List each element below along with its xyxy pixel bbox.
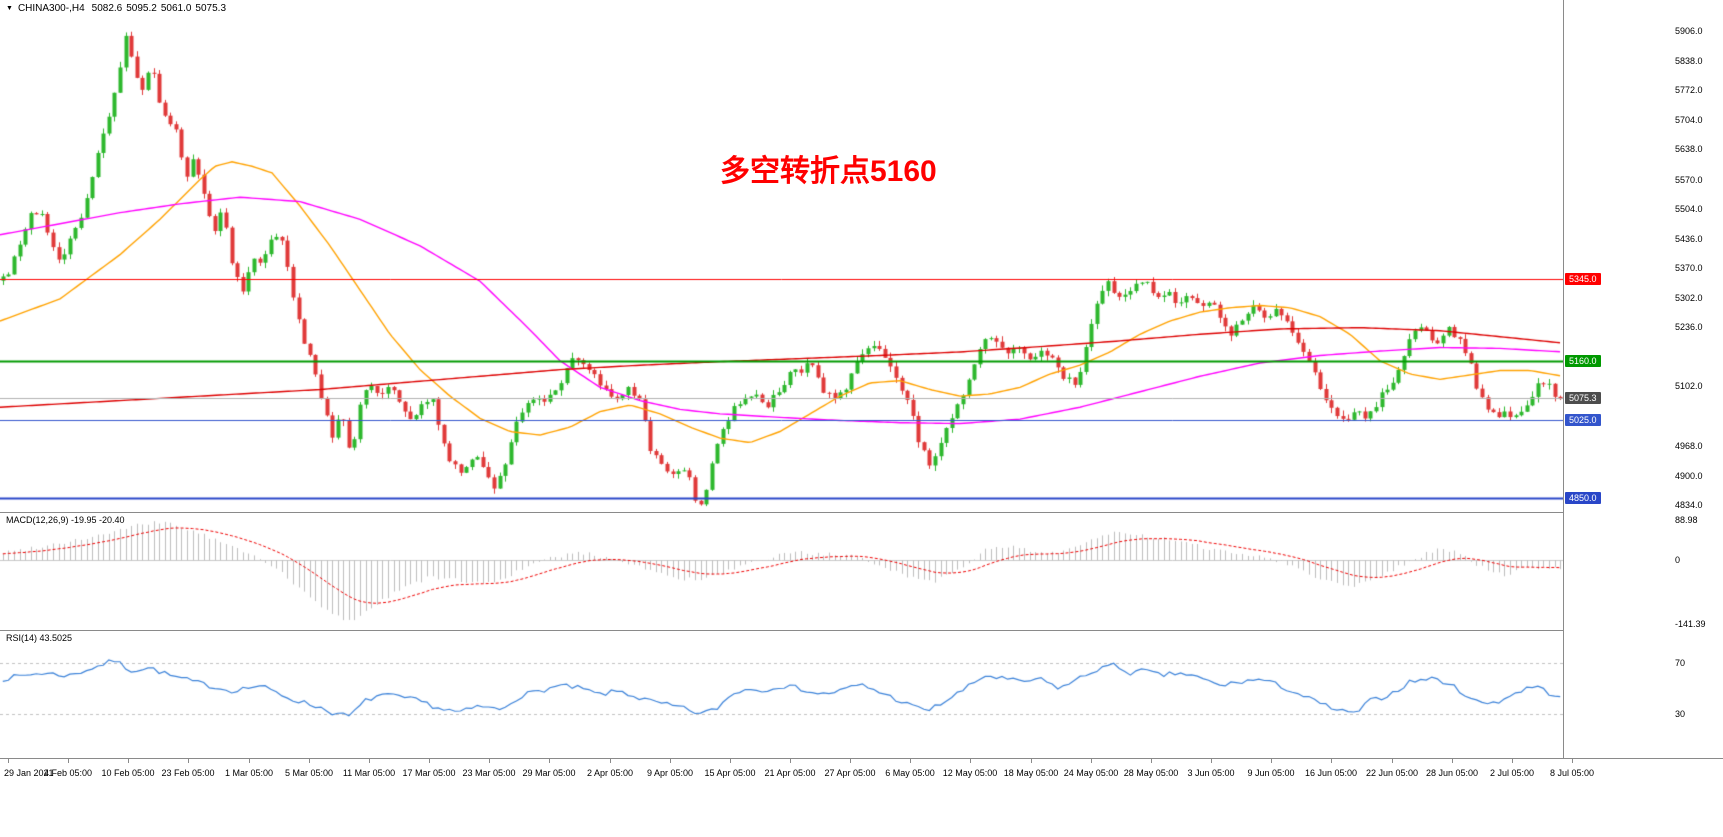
time-scale-tick — [1392, 759, 1393, 763]
price-scale-label: 5704.0 — [1675, 115, 1703, 126]
time-scale-label: 29 Jan 2021 — [4, 768, 54, 778]
price-scale-label: 5504.0 — [1675, 203, 1703, 214]
time-scale-tick — [489, 759, 490, 763]
price-scale-label: 5906.0 — [1675, 25, 1703, 36]
time-scale-label: 1 Mar 05:00 — [224, 768, 274, 778]
price-scale-label: 5236.0 — [1675, 322, 1703, 333]
price-scale-label: 5638.0 — [1675, 144, 1703, 155]
price-scale-label: 4834.0 — [1675, 499, 1703, 510]
quote-open: 5082.6 — [91, 3, 123, 14]
time-scale-label: 23 Mar 05:00 — [462, 768, 516, 778]
quote-close: 5075.3 — [195, 3, 227, 14]
time-scale-tick — [730, 759, 731, 763]
price-scale-label: 5102.0 — [1675, 381, 1703, 392]
time-scale-label: 29 Mar 05:00 — [522, 768, 576, 778]
macd-scale-label: 88.98 — [1675, 514, 1698, 525]
rsi-indicator-label: RSI(14) 43.5025 — [6, 633, 73, 643]
time-scale-label: 21 Apr 05:00 — [764, 768, 816, 778]
time-scale-label: 2 Apr 05:00 — [586, 768, 634, 778]
time-scale-tick — [850, 759, 851, 763]
macd-indicator-label: MACD(12,26,9) -19.95 -20.40 — [6, 515, 125, 525]
time-scale-tick — [549, 759, 550, 763]
time-scale-label: 27 Apr 05:00 — [824, 768, 876, 778]
time-scale-label: 2 Jul 05:00 — [1489, 768, 1535, 778]
time-scale-tick — [1331, 759, 1332, 763]
rsi-panel-canvas[interactable] — [0, 631, 1563, 757]
price-scale-label: 5436.0 — [1675, 233, 1703, 244]
time-scale-tick — [1452, 759, 1453, 763]
time-scale-tick — [68, 759, 69, 763]
time-scale-label: 6 May 05:00 — [885, 768, 935, 778]
price-scale-label: 5302.0 — [1675, 293, 1703, 303]
time-scale-tick — [910, 759, 911, 763]
price-scale-label: 4900.0 — [1675, 470, 1703, 481]
time-scale-label: 18 May 05:00 — [1003, 768, 1059, 778]
price-scale-label: 5570.0 — [1675, 174, 1703, 185]
time-scale-label: 9 Jun 05:00 — [1247, 768, 1295, 778]
chart-text-annotation: 多空转折点5160 — [720, 155, 937, 188]
time-scale-tick — [1512, 759, 1513, 763]
time-scale-tick — [8, 759, 9, 763]
time-scale-label: 4 Feb 05:00 — [43, 768, 93, 778]
time-scale-label: 12 May 05:00 — [942, 768, 998, 778]
time-scale-tick — [790, 759, 791, 763]
time-scale-label: 16 Jun 05:00 — [1304, 768, 1358, 778]
price-scale-label: 5370.0 — [1675, 262, 1703, 273]
time-scale-tick — [610, 759, 611, 763]
hline-price-badge: 5025.0 — [1565, 414, 1601, 427]
price-scale-label: 5838.0 — [1675, 56, 1703, 66]
quote-low: 5061.0 — [160, 3, 192, 14]
time-scale-label: 9 Apr 05:00 — [646, 768, 694, 778]
time-scale-tick — [970, 759, 971, 763]
quick-trade-dropdown-icon[interactable]: ▼ — [6, 5, 13, 12]
price-scale-label: 4968.0 — [1675, 440, 1703, 451]
time-scale-tick — [1151, 759, 1152, 763]
rsi-scale-label: 70 — [1675, 657, 1686, 668]
price-scale-axis[interactable]: 5906.0 5838.0 5772.0 5704.0 5638.0 5570.0 5504… — [1563, 0, 1723, 758]
macd-scale-label: -141.39 — [1675, 619, 1706, 630]
time-scale-tick — [369, 759, 370, 763]
macd-panel-canvas[interactable] — [0, 513, 1563, 629]
macd-scale-label: 0 — [1675, 555, 1681, 566]
time-scale-tick — [429, 759, 430, 763]
time-scale-tick — [1271, 759, 1272, 763]
chart-quote-header: ▼ CHINA300-,H4 5082.6 5095.2 5061.0 5075.3 — [6, 3, 230, 14]
time-scale-tick — [670, 759, 671, 763]
time-scale-label: 3 Jun 05:00 — [1187, 768, 1235, 778]
price-scale-label: 5772.0 — [1675, 85, 1703, 96]
time-scale-label: 23 Feb 05:00 — [161, 768, 215, 778]
time-scale-label: 22 Jun 05:00 — [1365, 768, 1419, 778]
symbol-timeframe-label: CHINA300-,H4 — [17, 3, 85, 14]
panel-divider[interactable] — [0, 630, 1723, 631]
time-scale-label: 24 May 05:00 — [1063, 768, 1119, 778]
time-scale-tick — [1031, 759, 1032, 763]
time-scale-label: 15 Apr 05:00 — [704, 768, 756, 778]
time-scale-tick — [1091, 759, 1092, 763]
time-scale-label: 8 Jul 05:00 — [1549, 768, 1595, 778]
time-scale-label: 5 Mar 05:00 — [284, 768, 334, 778]
time-scale-tick — [309, 759, 310, 763]
hline-price-badge: 5160.0 — [1565, 354, 1601, 367]
time-scale-label: 11 Mar 05:00 — [342, 768, 396, 778]
rsi-scale-label: 30 — [1675, 708, 1686, 719]
current-price-badge: 5075.3 — [1565, 392, 1601, 405]
time-scale-label: 28 Jun 05:00 — [1425, 768, 1479, 778]
time-scale-label: 17 Mar 05:00 — [402, 768, 456, 778]
time-scale-tick — [1572, 759, 1573, 763]
quote-high: 5095.2 — [126, 3, 157, 14]
price-chart-canvas[interactable] — [0, 0, 1563, 512]
time-scale-tick — [1211, 759, 1212, 763]
panel-divider[interactable] — [0, 512, 1723, 513]
time-scale-label: 10 Feb 05:00 — [101, 768, 155, 778]
hline-price-badge: 5345.0 — [1565, 272, 1601, 285]
time-scale-tick — [128, 759, 129, 763]
time-scale-tick — [188, 759, 189, 763]
time-scale-label: 28 May 05:00 — [1123, 768, 1179, 778]
time-scale-tick — [249, 759, 250, 763]
hline-price-badge: 4850.0 — [1565, 491, 1601, 504]
time-scale-axis[interactable]: 29 Jan 2021 4 Feb 05:00 10 Feb 05:00 23 Feb… — [0, 758, 1723, 786]
